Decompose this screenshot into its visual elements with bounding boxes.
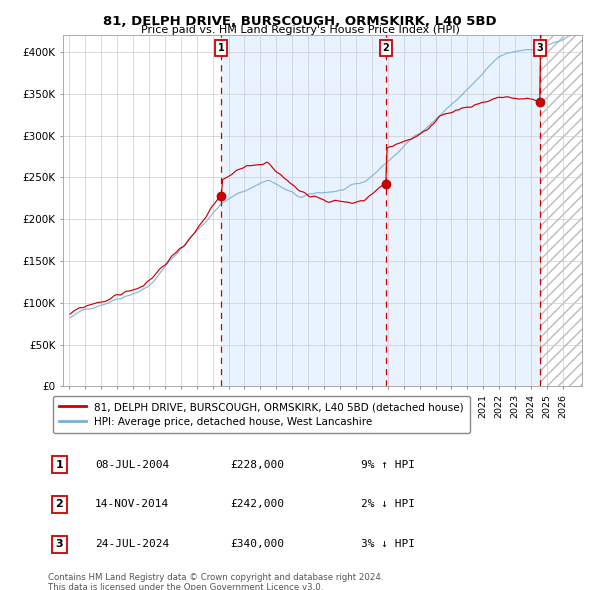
Text: 3: 3 <box>536 43 544 53</box>
Text: 1: 1 <box>218 43 224 53</box>
Text: 2: 2 <box>56 500 64 509</box>
Text: £228,000: £228,000 <box>230 460 285 470</box>
Text: 9% ↑ HPI: 9% ↑ HPI <box>361 460 415 470</box>
Text: 81, DELPH DRIVE, BURSCOUGH, ORMSKIRK, L40 5BD: 81, DELPH DRIVE, BURSCOUGH, ORMSKIRK, L4… <box>103 15 497 28</box>
Text: Price paid vs. HM Land Registry's House Price Index (HPI): Price paid vs. HM Land Registry's House … <box>140 25 460 35</box>
Text: 3% ↓ HPI: 3% ↓ HPI <box>361 539 415 549</box>
Text: This data is licensed under the Open Government Licence v3.0.: This data is licensed under the Open Gov… <box>48 583 323 590</box>
Text: £242,000: £242,000 <box>230 500 285 509</box>
Text: 3: 3 <box>56 539 63 549</box>
Text: £340,000: £340,000 <box>230 539 285 549</box>
Text: 14-NOV-2014: 14-NOV-2014 <box>95 500 169 509</box>
Text: 2% ↓ HPI: 2% ↓ HPI <box>361 500 415 509</box>
Text: 1: 1 <box>56 460 64 470</box>
Bar <box>221 35 540 386</box>
Text: 2: 2 <box>382 43 389 53</box>
Text: 24-JUL-2024: 24-JUL-2024 <box>95 539 169 549</box>
Bar <box>540 35 582 386</box>
Text: Contains HM Land Registry data © Crown copyright and database right 2024.: Contains HM Land Registry data © Crown c… <box>48 573 383 582</box>
Text: 08-JUL-2004: 08-JUL-2004 <box>95 460 169 470</box>
Legend: 81, DELPH DRIVE, BURSCOUGH, ORMSKIRK, L40 5BD (detached house), HPI: Average pri: 81, DELPH DRIVE, BURSCOUGH, ORMSKIRK, L4… <box>53 396 470 433</box>
